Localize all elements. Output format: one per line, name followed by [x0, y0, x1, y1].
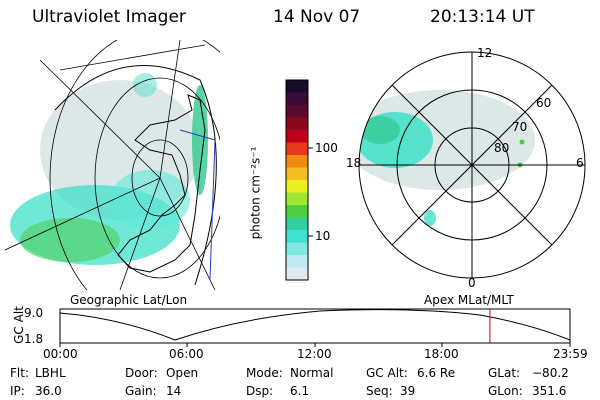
altitude-ytick-9: 9.0 [24, 306, 44, 320]
apex-caption: Apex MLat/MLT [424, 293, 514, 307]
door-value: Open [166, 366, 199, 380]
colorbar-stripe [286, 92, 308, 106]
seq-value: 39 [400, 384, 416, 398]
dsp-label: Dsp: [246, 384, 274, 398]
colorbar-stripe [286, 180, 308, 193]
glat-value: −80.2 [532, 366, 569, 380]
xtick-0600: 06:00 [169, 347, 204, 361]
dsp-value: 6.1 [290, 384, 310, 398]
gcalt-value: 6.6 Re [417, 366, 456, 380]
ip-label: IP: [10, 384, 25, 398]
colorbar-stripe [286, 205, 308, 218]
colorbar-tick-100: 100 [315, 141, 338, 155]
colorbar-stripe [286, 217, 308, 231]
mlt-6-label: 6 [576, 156, 584, 170]
colorbar-stripe [286, 80, 308, 93]
glon-value: 351.6 [532, 384, 567, 398]
xtick-2359: 23:59 [553, 347, 588, 361]
mlt-12-label: 12 [477, 46, 493, 60]
colorbar-stripe [286, 167, 308, 181]
mode-value: Normal [290, 366, 334, 380]
colorbar-stripe [286, 255, 308, 268]
colorbar-stripe [286, 130, 308, 143]
colorbar-stripe [286, 267, 308, 281]
colorbar-stripe [286, 142, 308, 156]
gcalt-label: GC Alt: [366, 366, 408, 380]
colorbar-stripe [286, 117, 308, 131]
app-title: Ultraviolet Imager [32, 7, 186, 27]
colorbar-stripe [286, 242, 308, 256]
time-label: 20:13:14 UT [430, 7, 535, 27]
xtick-1800: 18:00 [424, 347, 459, 361]
colorbar-tick-10: 10 [315, 229, 331, 243]
geographic-caption: Geographic Lat/Lon [70, 293, 188, 307]
glon-label: GLon: [488, 384, 523, 398]
seq-label: Seq: [366, 384, 393, 398]
ip-value: 36.0 [35, 384, 62, 398]
colorbar-stripe [286, 105, 308, 118]
mode-label: Mode: [246, 366, 283, 380]
date-label: 14 Nov 07 [273, 7, 361, 27]
mlat-60-label: 60 [536, 96, 552, 110]
flt-label: Flt: [10, 366, 29, 380]
gain-value: 14 [166, 384, 182, 398]
mlt-18-label: 18 [346, 156, 362, 170]
glat-label: GLat: [488, 366, 521, 380]
flt-value: LBHL [35, 366, 66, 380]
colorbar-stripe [286, 230, 308, 243]
colorbar-stripe [286, 192, 308, 206]
mlat-70-label: 70 [512, 120, 528, 134]
xtick-1200: 12:00 [297, 347, 332, 361]
colorbar-stripe [286, 155, 308, 168]
altitude-ytick-1.8: 1.8 [24, 332, 44, 346]
mlt-0-label: 0 [468, 276, 476, 290]
door-label: Door: [125, 366, 158, 380]
gain-label: Gain: [125, 384, 157, 398]
mlat-80-label: 80 [494, 141, 510, 155]
xtick-0000: 00:00 [43, 347, 78, 361]
